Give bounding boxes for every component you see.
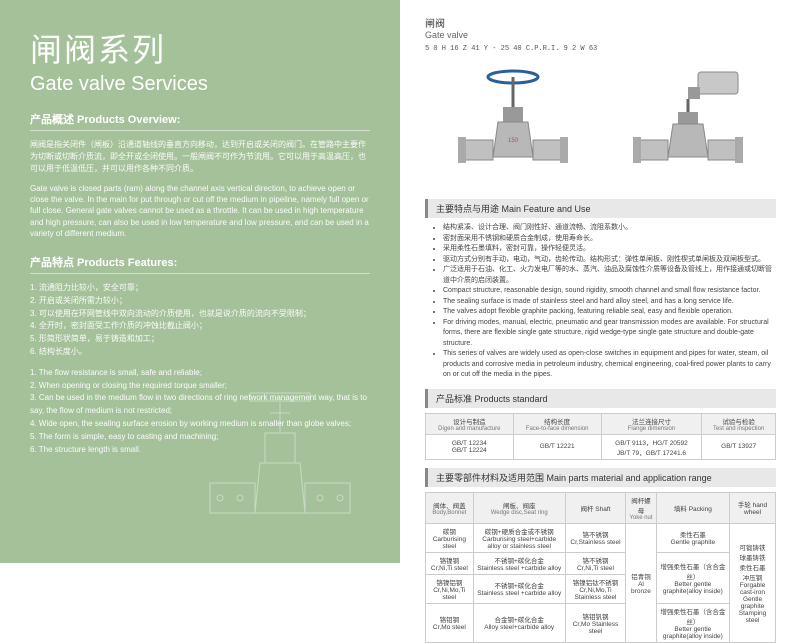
title-en: Gate valve Services — [30, 73, 370, 96]
overview-en: Gate valve is closed parts (ram) along t… — [30, 183, 370, 239]
overview-cn: 闸阀是指关闭件（闸板）沿通道轴线的垂直方向移动，达到开启或关闭的阀门。在管路中主… — [30, 139, 370, 175]
standard-section-head: 产品标准 Products standard — [425, 389, 776, 408]
right-panel: 闸阀 Gate valve 5 0 H 16 Z 41 Y - 25 40 C.… — [400, 0, 801, 563]
feature-bullets: 结构紧凑、设计合理、阀门刚性好、通道流畅、流阻系数小。密封面采用不锈钢和硬质合金… — [425, 223, 776, 381]
overview-head: 产品概述 Products Overview: — [30, 111, 370, 131]
feature-section-head: 主要特点与用途 Main Feature and Use — [425, 199, 776, 218]
right-title-en: Gate valve — [425, 30, 776, 40]
valve-image-1: 150 — [448, 62, 578, 187]
valve-image-2 — [623, 62, 753, 187]
right-title-cn: 闸阀 — [425, 15, 776, 30]
features-head: 产品特点 Products Features: — [30, 254, 370, 274]
valve-images: 150 — [425, 62, 776, 187]
svg-text:150: 150 — [508, 138, 519, 144]
model-code: 5 0 H 16 Z 41 Y - 25 40 C.P.R.I. 9 2 W 6… — [425, 45, 776, 54]
features-cn-list: 1. 流通阻力比较小，安全可靠；2. 开启或关闭所需力较小；3. 可以使用在环网… — [30, 282, 370, 359]
title-cn: 闸阀系列 — [30, 25, 370, 71]
left-panel: 闸阀系列 Gate valve Services 产品概述 Products O… — [0, 0, 400, 563]
valve-diagram-icon — [190, 383, 370, 543]
material-section-head: 主要零部件材料及适用范围 Main parts material and app… — [425, 468, 776, 487]
material-table: 阀体、阀盖Body,Bonnet闸板、阀座Wedge disc,Seat rin… — [425, 492, 776, 643]
standard-table: 设计与制造Digen and manufacture结构长度Face-to-fa… — [425, 413, 776, 460]
